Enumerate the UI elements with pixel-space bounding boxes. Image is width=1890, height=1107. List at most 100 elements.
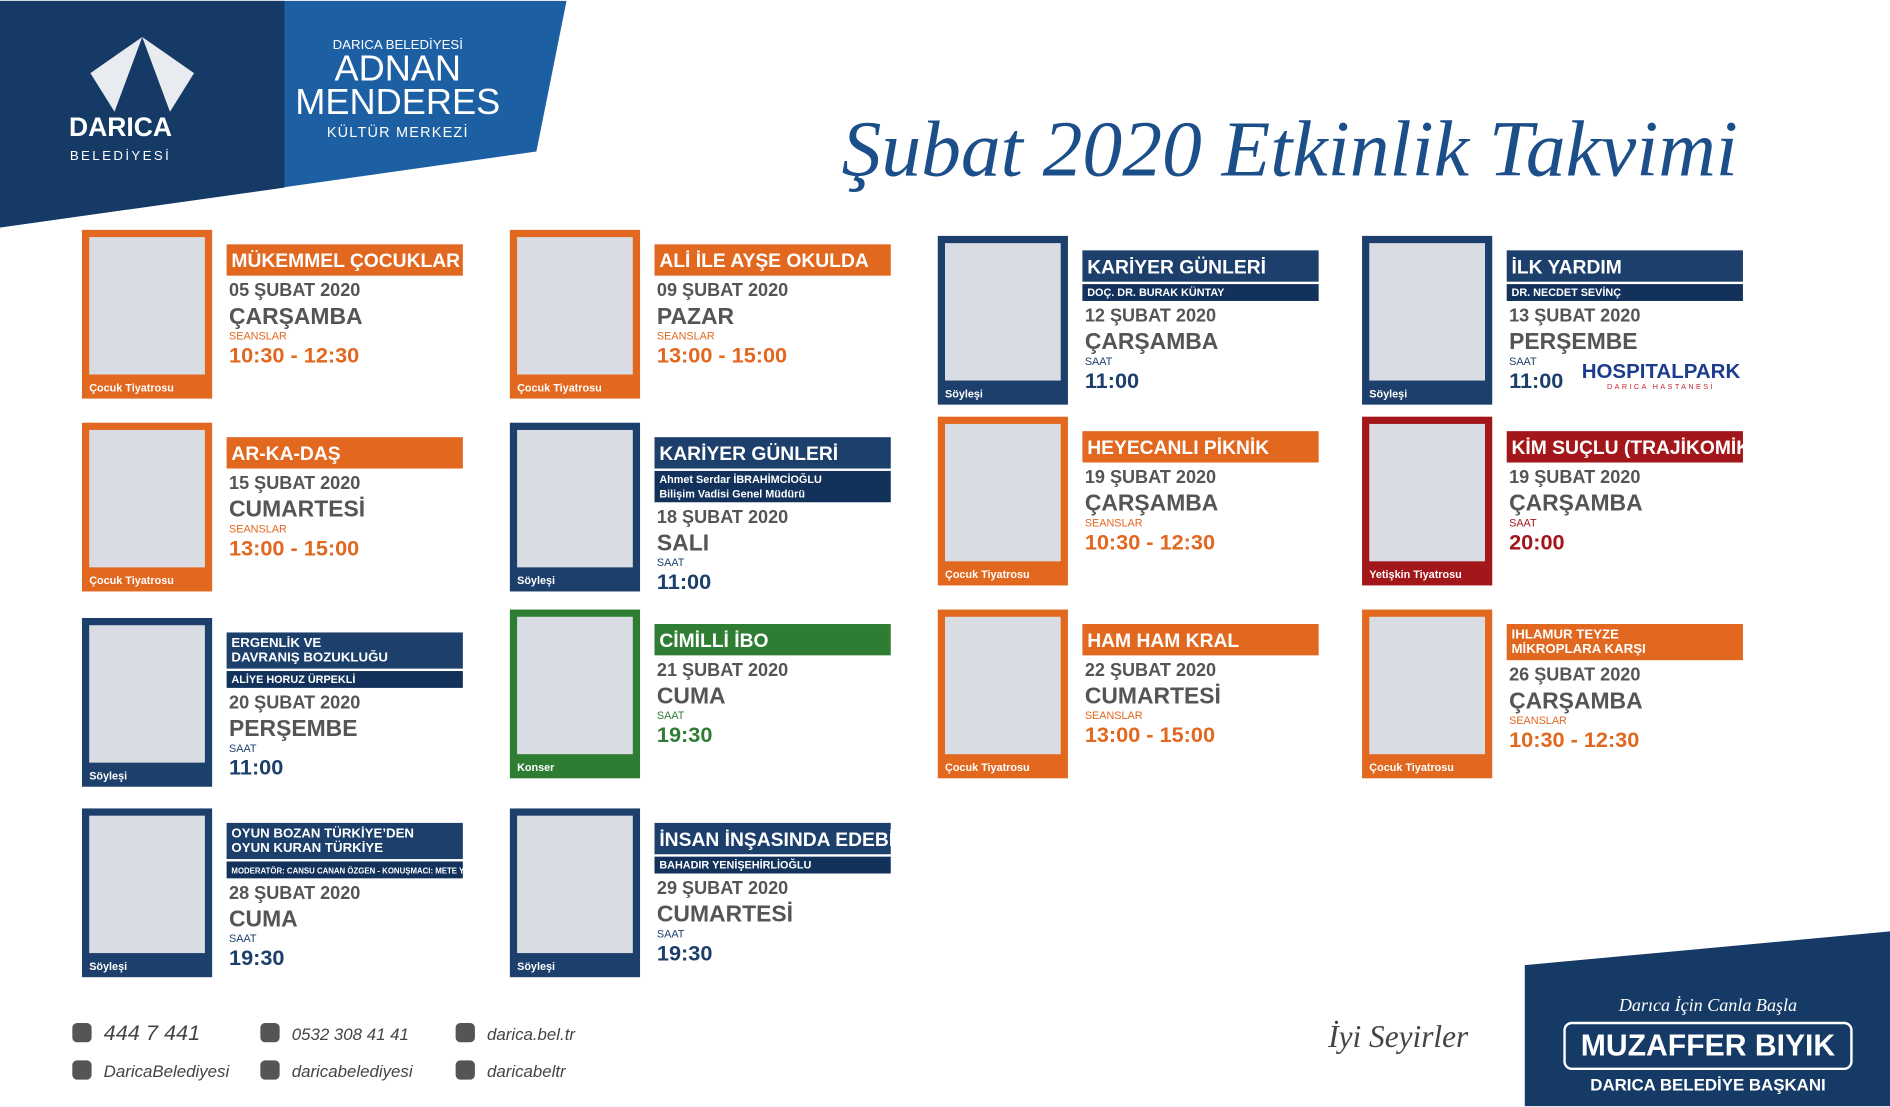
contact: daricabelediyesi — [292, 1062, 414, 1081]
speaker: MODERATÖR: CANSU CANAN ÖZGEN - KONUŞMACI… — [231, 867, 486, 876]
event-date: 20 ŞUBAT 2020 — [229, 692, 360, 712]
event-time: 13:00 - 15:00 — [657, 342, 787, 367]
speaker-bar — [1082, 284, 1319, 301]
event-title: ALİ İLE AYŞE OKULDA — [659, 251, 869, 272]
image-placeholder — [89, 625, 205, 763]
event-title: KARİYER GÜNLERİ — [1087, 257, 1266, 278]
slogan: Darıca İçin Canla Başla — [1618, 995, 1797, 1015]
time-label: SEANSLAR — [1085, 710, 1143, 722]
event-time: 20:00 — [1509, 529, 1564, 554]
event-category: Çocuk Tiyatrosu — [89, 382, 174, 394]
event-day: CUMARTESİ — [657, 901, 793, 927]
image-placeholder — [89, 429, 205, 568]
event-date: 18 ŞUBAT 2020 — [657, 507, 788, 527]
title-bar — [654, 822, 891, 855]
event-day: PERŞEMBE — [1509, 328, 1637, 354]
time-label: SAAT — [657, 557, 685, 569]
title-bar — [654, 437, 891, 469]
speaker: ALİYE HORUZ ÜRPEKLİ — [231, 673, 355, 686]
event-card: Söyleşi İNSAN İNŞASINDA EDEBİYAT BAHADIR Y… — [509, 808, 930, 978]
event-title: OYUN BOZAN TÜRKİYE’DEN — [231, 825, 414, 840]
logo-mark — [90, 37, 195, 112]
event-day: CUMA — [657, 683, 726, 709]
event-card: Çocuk Tiyatrosu ALİ İLE AYŞE OKULDA 09 ŞUB… — [509, 229, 891, 399]
event-category: Söyleşi — [89, 771, 127, 783]
contact: darica.bel.tr — [487, 1025, 576, 1044]
event-time: 11:00 — [1085, 368, 1139, 393]
event-category: Söyleşi — [945, 388, 983, 400]
title-bar — [1082, 250, 1319, 282]
image-placeholder — [517, 616, 633, 755]
title-bar — [1082, 624, 1319, 656]
event-title: HEYECANLI PİKNİK — [1087, 438, 1269, 459]
time-label: SAAT — [1085, 356, 1113, 368]
logo-sub: BELEDİYESİ — [70, 148, 171, 163]
title-bar — [654, 624, 891, 656]
time-label: SEANSLAR — [229, 523, 287, 535]
event-date: 22 ŞUBAT 2020 — [1085, 660, 1216, 680]
contact-icon — [260, 1060, 280, 1080]
footer-band — [1524, 931, 1890, 1107]
event-card: Çocuk Tiyatrosu MÜKEMMEL ÇOCUKLAR 05 ŞUBAT… — [81, 229, 463, 399]
contacts: 444 7 441 0532 308 41 41 darica.bel.tr Dari… — [72, 1020, 576, 1081]
contact: 444 7 441 — [104, 1020, 200, 1045]
event-day: PAZAR — [657, 303, 735, 329]
event-card: Söyleşi KARİYER GÜNLERİ DOÇ. DR. BURAK KÜN… — [937, 235, 1319, 405]
event-card: Çocuk Tiyatrosu AR-KA-DAŞ 15 ŞUBAT 2020 CUM… — [81, 422, 463, 592]
image-placeholder — [89, 237, 205, 375]
event-date: 09 ŞUBAT 2020 — [657, 280, 788, 300]
speaker: Bilişim Vadisi Genel Müdürü — [659, 488, 805, 500]
event-title: İLK YARDIM — [1512, 257, 1622, 278]
event-day: CUMARTESİ — [1085, 683, 1221, 709]
event-time: 10:30 - 12:30 — [1085, 529, 1215, 554]
event-time: 19:30 — [657, 722, 712, 747]
event-date: 26 ŞUBAT 2020 — [1509, 665, 1640, 685]
event-title: İNSAN İNŞASINDA EDEBİYAT — [659, 830, 929, 851]
event-date: 19 ŞUBAT 2020 — [1509, 467, 1640, 487]
mayor-frame — [1563, 1021, 1853, 1070]
contact-icon — [260, 1022, 280, 1043]
image-placeholder — [89, 815, 205, 954]
time-label: SEANSLAR — [1085, 517, 1143, 529]
title-bar — [1506, 431, 1743, 463]
mayor-name: MUZAFFER BIYIK — [1581, 1030, 1836, 1063]
event-card: Söyleşi KARİYER GÜNLERİ Ahmet Serdar İBRAH… — [509, 422, 891, 594]
image-placeholder — [517, 815, 633, 954]
contact: 0532 308 41 41 — [292, 1025, 409, 1044]
event-card: Söyleşi İLK YARDIM DR. NECDET SEVİNÇ 13 ŞUB… — [1362, 235, 1743, 405]
image-placeholder — [1369, 243, 1485, 381]
contact: daricabeltr — [487, 1062, 567, 1081]
event-category: Çocuk Tiyatrosu — [517, 382, 602, 394]
event-category: Konser — [517, 762, 555, 774]
event-card: Yetişkin Tiyatrosu KİM SUÇLU (TRAJİKOMİK)… — [1362, 416, 1757, 586]
event-date: 21 ŞUBAT 2020 — [657, 660, 788, 680]
event-category: Yetişkin Tiyatrosu — [1369, 569, 1461, 581]
event-category: Söyleşi — [1369, 388, 1407, 400]
sponsor-sub: DARICA HASTANESİ — [1607, 382, 1715, 391]
time-label: SAAT — [657, 710, 685, 722]
speaker: DOÇ. DR. BURAK KÜNTAY — [1087, 286, 1225, 299]
logo-name: DARICA — [69, 112, 172, 142]
venue-line: MENDERES — [295, 81, 500, 122]
event-category: Söyleşi — [89, 961, 127, 973]
contact-icon — [455, 1022, 475, 1043]
image-placeholder — [945, 243, 1061, 381]
event-title: OYUN KURAN TÜRKİYE — [231, 840, 383, 855]
time-label: SEANSLAR — [1509, 715, 1567, 727]
event-time: 19:30 — [657, 940, 712, 965]
event-day: ÇARŞAMBA — [1085, 490, 1219, 516]
title-bar — [1506, 250, 1743, 282]
event-category: Çocuk Tiyatrosu — [1369, 762, 1454, 774]
event-category: Çocuk Tiyatrosu — [89, 575, 174, 587]
event-day: PERŞEMBE — [229, 715, 357, 741]
event-card: Çocuk Tiyatrosu HEYECANLI PİKNİK 19 ŞUBAT … — [937, 416, 1319, 586]
speaker-bar — [654, 470, 891, 503]
event-day: SALI — [657, 529, 709, 555]
title-bar — [654, 244, 891, 276]
speaker: BAHADIR YENİŞEHİRLİOĞLU — [659, 859, 811, 872]
event-title: HAM HAM KRAL — [1087, 631, 1239, 652]
event-day: ÇARŞAMBA — [1085, 328, 1219, 354]
speaker: Ahmet Serdar İBRAHİMCİOĞLU — [659, 473, 822, 486]
